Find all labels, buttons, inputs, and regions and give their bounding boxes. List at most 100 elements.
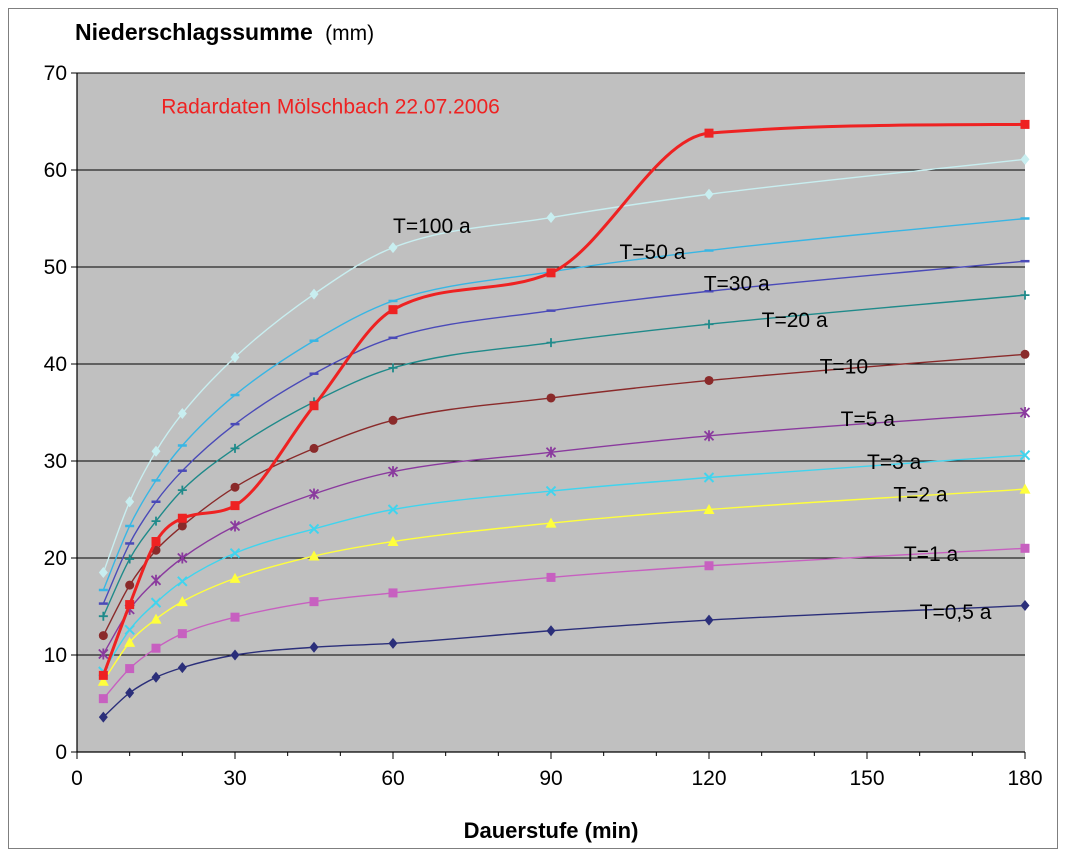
data-point-6 xyxy=(388,588,398,598)
data-point-8 xyxy=(703,430,715,442)
data-point-2 xyxy=(151,537,161,547)
x-tick-label-90: 90 xyxy=(539,767,562,790)
data-point-8 xyxy=(704,319,714,329)
data-point-0 xyxy=(98,670,108,680)
annotation-label-2: T=50 a xyxy=(619,241,685,264)
series-t-10 xyxy=(98,349,1030,641)
data-point-6 xyxy=(388,305,398,315)
data-point-2 xyxy=(150,613,162,624)
data-point-6 xyxy=(388,637,398,649)
data-point-9 xyxy=(1019,483,1031,494)
series-t-3-a xyxy=(98,449,1031,677)
series-radardaten-m-lschbach-22-07-2006 xyxy=(98,119,1030,680)
data-point-4 xyxy=(230,351,240,363)
data-point-2 xyxy=(151,445,161,457)
data-point-2 xyxy=(151,516,161,526)
data-point-0 xyxy=(98,567,108,579)
annotation-label-6: T=5 a xyxy=(841,408,896,431)
data-point-3 xyxy=(177,662,187,674)
x-tick-label-60: 60 xyxy=(381,767,404,790)
data-point-6 xyxy=(388,363,398,373)
data-point-5 xyxy=(309,597,319,607)
annotation-label-9: T=1 a xyxy=(904,543,959,566)
y-tick-label-30: 30 xyxy=(44,450,67,473)
data-point-8 xyxy=(704,128,714,138)
data-point-2 xyxy=(151,643,161,653)
data-point-4 xyxy=(230,482,240,492)
data-point-4 xyxy=(229,547,241,559)
data-point-7 xyxy=(546,338,556,348)
y-axis-title-label: Niederschlagssumme xyxy=(75,19,313,45)
data-point-1 xyxy=(124,624,135,635)
data-point-7 xyxy=(545,446,557,458)
data-point-4 xyxy=(229,520,241,532)
series-t-1-a xyxy=(98,543,1030,704)
annotation-label-3: T=30 a xyxy=(704,272,770,295)
x-tick-label-30: 30 xyxy=(223,767,246,790)
data-point-7 xyxy=(546,268,556,278)
data-point-6 xyxy=(388,415,398,425)
data-point-7 xyxy=(546,572,556,582)
data-point-1 xyxy=(124,636,136,647)
data-point-9 xyxy=(1019,449,1031,461)
data-point-9 xyxy=(1020,349,1030,359)
data-point-9 xyxy=(1020,600,1030,612)
x-axis-title: Dauerstufe (min) xyxy=(464,818,639,843)
data-point-6 xyxy=(388,242,398,254)
data-point-1 xyxy=(125,496,135,508)
data-point-2 xyxy=(151,671,161,683)
data-point-4 xyxy=(230,501,240,511)
y-tick-label-70: 70 xyxy=(44,62,67,85)
annotation-label-1: T=100 a xyxy=(393,215,471,238)
data-point-5 xyxy=(308,523,320,535)
annotation-label-5: T=10 xyxy=(820,356,868,379)
annotation-label-10: T=0,5 a xyxy=(920,601,992,624)
data-point-3 xyxy=(177,576,188,587)
data-point-0 xyxy=(98,631,108,641)
x-tick-label-180: 180 xyxy=(1007,767,1042,790)
data-point-5 xyxy=(309,401,319,411)
y-tick-label-0: 0 xyxy=(55,741,67,764)
data-point-1 xyxy=(125,600,135,610)
annotation-label-4: T=20 a xyxy=(762,309,828,332)
series-t-2-a xyxy=(97,483,1031,686)
data-point-3 xyxy=(177,552,188,564)
data-point-0 xyxy=(97,675,109,686)
data-point-9 xyxy=(1020,153,1030,165)
chart: 0 10 20 30 40 50 60 70 0 30 60 90 120 150 180 Radardat… xyxy=(44,19,1043,843)
series-t-30-a xyxy=(98,259,1030,605)
data-point-0 xyxy=(98,648,109,660)
y-axis-title: Niederschlagssumme (mm) xyxy=(75,19,374,45)
data-point-8 xyxy=(703,504,715,514)
data-point-3 xyxy=(177,629,187,639)
data-point-4 xyxy=(230,612,240,622)
data-point-3 xyxy=(177,485,187,495)
data-point-3 xyxy=(177,521,187,531)
y-tick-label-10: 10 xyxy=(44,644,67,667)
series-t-0-5-a xyxy=(98,600,1030,723)
data-point-9 xyxy=(1020,543,1030,553)
data-point-5 xyxy=(309,443,319,453)
data-point-5 xyxy=(308,488,320,500)
annotation-label-0: Radardaten Mölschbach 22.07.2006 xyxy=(161,96,500,119)
plot-area xyxy=(77,73,1025,752)
data-point-6 xyxy=(387,466,399,478)
y-tick-label-60: 60 xyxy=(44,159,67,182)
data-point-8 xyxy=(704,188,714,200)
data-point-4 xyxy=(230,443,240,453)
data-point-1 xyxy=(125,580,135,590)
data-point-3 xyxy=(177,407,187,419)
data-point-2 xyxy=(150,574,162,586)
data-point-9 xyxy=(1020,290,1030,300)
y-tick-label-40: 40 xyxy=(44,353,67,376)
data-point-5 xyxy=(308,550,320,561)
data-point-9 xyxy=(1019,407,1031,418)
data-point-2 xyxy=(150,597,162,608)
data-point-1 xyxy=(125,687,135,699)
data-point-5 xyxy=(309,288,319,300)
x-tick-label-0: 0 xyxy=(71,767,83,790)
data-point-0 xyxy=(98,611,108,621)
annotation-label-7: T=3 a xyxy=(867,451,922,474)
data-point-8 xyxy=(704,561,714,571)
data-point-0 xyxy=(98,694,108,704)
